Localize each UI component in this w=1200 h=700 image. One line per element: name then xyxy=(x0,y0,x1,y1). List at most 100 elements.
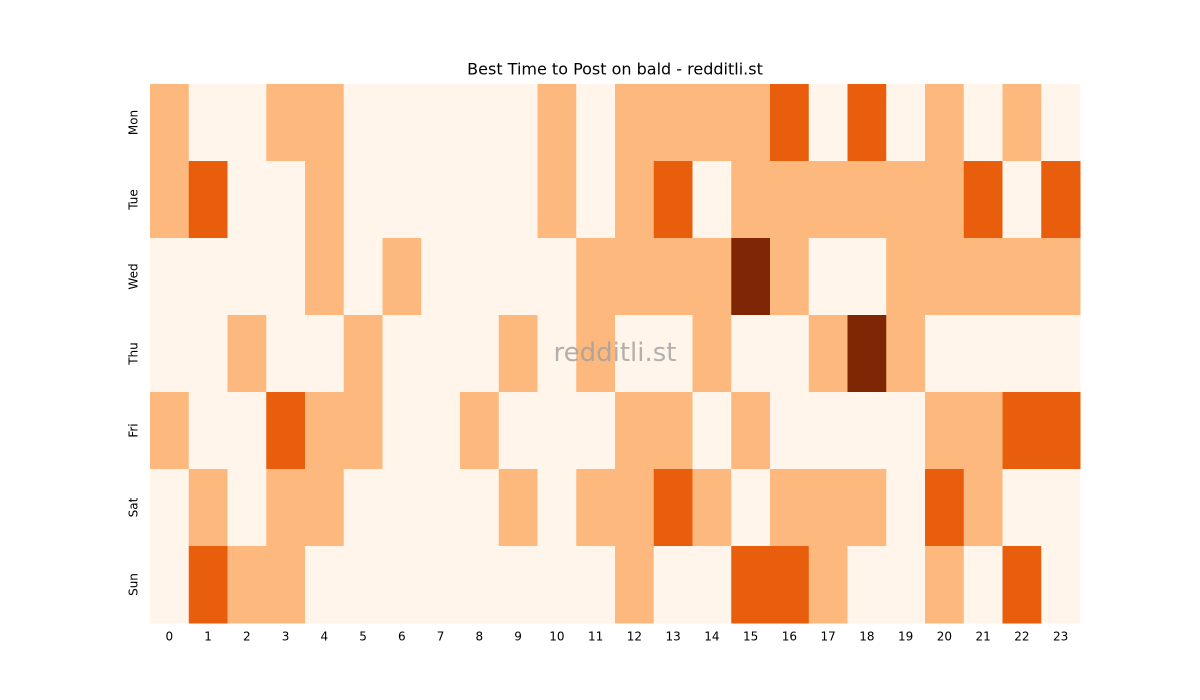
heat-cell xyxy=(460,469,500,547)
x-tick-label: 22 xyxy=(1014,630,1029,644)
heat-cell xyxy=(925,392,965,470)
heat-cell xyxy=(421,84,461,162)
heat-cell xyxy=(770,469,810,547)
x-tick-label: 0 xyxy=(166,630,174,644)
heat-cell xyxy=(188,161,228,239)
watermark: redditli.st xyxy=(554,338,677,368)
heat-cell xyxy=(847,161,887,239)
heat-cell xyxy=(692,546,732,624)
heat-cell xyxy=(653,315,693,393)
heat-cell xyxy=(1041,161,1081,239)
heat-cell xyxy=(537,315,577,393)
x-tick-label: 12 xyxy=(627,630,642,644)
heat-cell xyxy=(963,546,1003,624)
heat-cell xyxy=(1041,238,1081,316)
heat-cell xyxy=(421,315,461,393)
heat-cell xyxy=(460,84,500,162)
heat-cell xyxy=(305,161,345,239)
x-tick-label: 7 xyxy=(437,630,445,644)
heat-cell xyxy=(227,84,267,162)
x-tick-label: 15 xyxy=(743,630,758,644)
heat-cell xyxy=(150,238,190,316)
heat-cell xyxy=(227,238,267,316)
x-tick-label: 10 xyxy=(549,630,564,644)
heat-cell xyxy=(266,315,306,393)
x-tick-label: 1 xyxy=(204,630,212,644)
heat-cell xyxy=(808,161,848,239)
x-tick-label: 20 xyxy=(937,630,952,644)
y-tick-label: Sun xyxy=(127,573,141,596)
heat-cell xyxy=(653,84,693,162)
heat-cell xyxy=(770,315,810,393)
x-tick-label: 5 xyxy=(359,630,367,644)
heat-cell xyxy=(963,161,1003,239)
heat-cell xyxy=(1041,469,1081,547)
x-tick-label: 14 xyxy=(704,630,719,644)
heat-cell xyxy=(886,238,926,316)
x-tick-label: 8 xyxy=(476,630,484,644)
heat-cell xyxy=(770,84,810,162)
heat-cell xyxy=(886,546,926,624)
heat-cell xyxy=(150,469,190,547)
x-tick-label: 17 xyxy=(820,630,835,644)
heat-cell xyxy=(963,315,1003,393)
heat-cell xyxy=(227,161,267,239)
heat-cell xyxy=(847,238,887,316)
heat-cell xyxy=(615,161,655,239)
heat-cell xyxy=(886,161,926,239)
heat-cell xyxy=(1002,161,1042,239)
heat-cell xyxy=(227,315,267,393)
heat-cell xyxy=(421,469,461,547)
heat-cell xyxy=(615,392,655,470)
heat-cell xyxy=(615,84,655,162)
heat-cell xyxy=(925,315,965,393)
heat-cell xyxy=(653,161,693,239)
heat-cell xyxy=(266,84,306,162)
heat-cell xyxy=(925,161,965,239)
heat-cell xyxy=(498,469,538,547)
heat-cell xyxy=(731,84,771,162)
y-tick-label: Thu xyxy=(127,342,141,366)
heat-cell xyxy=(266,161,306,239)
heat-cell xyxy=(692,84,732,162)
heat-cell xyxy=(847,546,887,624)
heat-cell xyxy=(537,546,577,624)
heat-cell xyxy=(963,392,1003,470)
heat-cell xyxy=(963,238,1003,316)
heat-cell xyxy=(460,315,500,393)
heat-cell xyxy=(886,469,926,547)
heat-cell xyxy=(692,392,732,470)
heat-cell xyxy=(731,238,771,316)
heat-cell xyxy=(692,315,732,393)
heat-cell xyxy=(615,469,655,547)
heat-cell xyxy=(1002,546,1042,624)
heat-cell xyxy=(1002,469,1042,547)
heat-cell xyxy=(1041,315,1081,393)
x-tick-label: 21 xyxy=(975,630,990,644)
heat-cell xyxy=(460,392,500,470)
heat-cell xyxy=(925,469,965,547)
heat-cell xyxy=(1002,84,1042,162)
x-tick-label: 23 xyxy=(1053,630,1068,644)
heat-cell xyxy=(150,315,190,393)
chart-title: Best Time to Post on bald - redditli.st xyxy=(467,60,763,79)
heat-cell xyxy=(1041,84,1081,162)
heat-cell xyxy=(770,238,810,316)
heat-cell xyxy=(886,84,926,162)
heat-cell xyxy=(498,161,538,239)
heat-cell xyxy=(925,546,965,624)
heat-cell xyxy=(343,546,383,624)
heat-cell xyxy=(615,315,655,393)
x-tick-label: 18 xyxy=(859,630,874,644)
heat-cell xyxy=(305,392,345,470)
heat-cell xyxy=(227,546,267,624)
heat-cell xyxy=(808,469,848,547)
heat-cell xyxy=(460,546,500,624)
heat-cell xyxy=(808,315,848,393)
heat-cell xyxy=(421,238,461,316)
heat-cell xyxy=(382,238,422,316)
heat-cell xyxy=(460,161,500,239)
heat-cell xyxy=(382,84,422,162)
heat-cell xyxy=(537,161,577,239)
